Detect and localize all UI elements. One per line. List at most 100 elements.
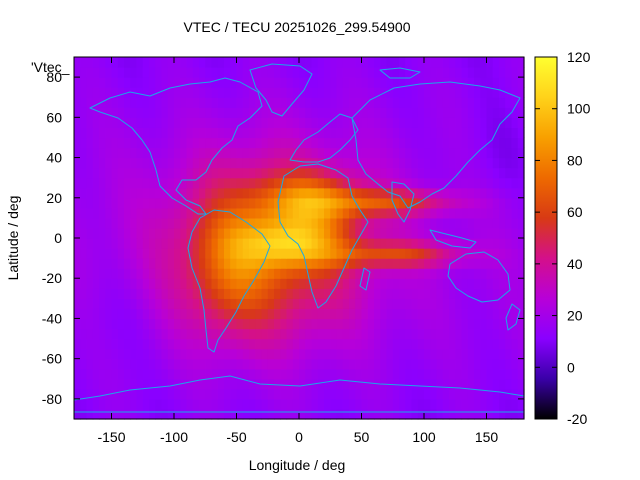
heatmap-cell [267,368,275,380]
heatmap-cell [255,147,263,159]
heatmap-cell [505,187,513,199]
heatmap-cell [155,147,163,159]
heatmap-cell [486,217,494,229]
heatmap-cell [217,318,225,330]
heatmap-cell [355,278,363,289]
heatmap-cell [430,348,438,360]
heatmap-cell [399,268,406,279]
heatmap-cell [92,217,100,229]
heatmap-cell [505,177,513,189]
heatmap-cell [305,248,313,259]
heatmap-cell [299,77,306,88]
heatmap-cell [74,137,81,149]
heatmap-cell [461,107,469,118]
heatmap-cell [399,408,406,420]
heatmap-cell [442,318,450,330]
heatmap-cell [436,57,444,68]
heatmap-cell [92,197,100,209]
heatmap-cell [461,278,469,289]
heatmap-cell [299,288,306,299]
heatmap-cell [386,217,394,229]
heatmap-cell [292,167,300,179]
heatmap-cell [92,227,100,239]
heatmap-cell [517,408,525,420]
heatmap-cell [142,187,150,199]
heatmap-cell [205,127,213,139]
heatmap-cell [180,298,188,309]
heatmap-cell [242,298,250,309]
heatmap-cell [499,227,506,239]
heatmap-cell [461,77,469,88]
heatmap-cell [136,318,144,330]
heatmap-cell [305,408,313,420]
heatmap-cell [224,358,231,370]
heatmap-cell [180,87,188,98]
heatmap-cell [136,167,144,179]
heatmap-cell [224,328,231,340]
heatmap-cell [111,57,119,68]
heatmap-cell [286,57,294,68]
heatmap-cell [192,368,200,380]
heatmap-cell [461,117,469,128]
heatmap-cell [361,348,369,360]
heatmap-cell [349,358,356,370]
heatmap-cell [267,57,275,68]
heatmap-cell [461,318,469,330]
heatmap-cell [92,268,100,279]
heatmap-cell [249,308,256,320]
heatmap-cell [449,167,456,179]
heatmap-cell [280,398,288,410]
heatmap-cell [317,77,325,88]
heatmap-cell [142,278,150,289]
heatmap-cell [386,408,394,420]
heatmap-cell [105,288,113,299]
heatmap-cell [355,207,363,219]
heatmap-cell [486,318,494,330]
heatmap-cell [180,238,188,249]
heatmap-cell [217,67,225,78]
heatmap-cell [155,288,163,299]
heatmap-cell [311,318,319,330]
heatmap-cell [505,358,513,370]
heatmap-cell [317,358,325,370]
heatmap-cell [474,97,481,108]
heatmap-cell [99,67,106,78]
heatmap-cell [230,268,238,279]
heatmap-cell [230,278,238,289]
heatmap-cell [261,97,269,108]
heatmap-cell [311,197,319,209]
heatmap-cell [236,248,244,259]
heatmap-cell [436,147,444,159]
heatmap-cell [180,147,188,159]
heatmap-cell [342,217,350,229]
heatmap-cell [224,147,231,159]
heatmap-cell [205,288,213,299]
heatmap-cell [505,147,513,159]
heatmap-cell [124,368,131,380]
heatmap-cell [261,248,269,259]
heatmap-cell [392,227,400,239]
heatmap-cell [117,368,125,380]
heatmap-cell [361,238,369,249]
heatmap-cell [236,278,244,289]
heatmap-cell [386,348,394,360]
heatmap-cell [342,348,350,360]
heatmap-cell [386,248,394,259]
heatmap-cell [355,308,363,320]
heatmap-cell [174,207,181,219]
heatmap-cell [111,278,119,289]
heatmap-cell [342,288,350,299]
heatmap-cell [499,388,506,400]
heatmap-cell [161,157,169,169]
heatmap-cell [305,258,313,269]
heatmap-cell [280,57,288,68]
heatmap-cell [255,67,263,78]
heatmap-cell [467,388,475,400]
heatmap-cell [455,67,463,78]
heatmap-cell [386,177,394,189]
heatmap-cell [349,378,356,390]
heatmap-cell [80,77,88,88]
heatmap-cell [424,117,431,128]
heatmap-cell [449,328,456,340]
